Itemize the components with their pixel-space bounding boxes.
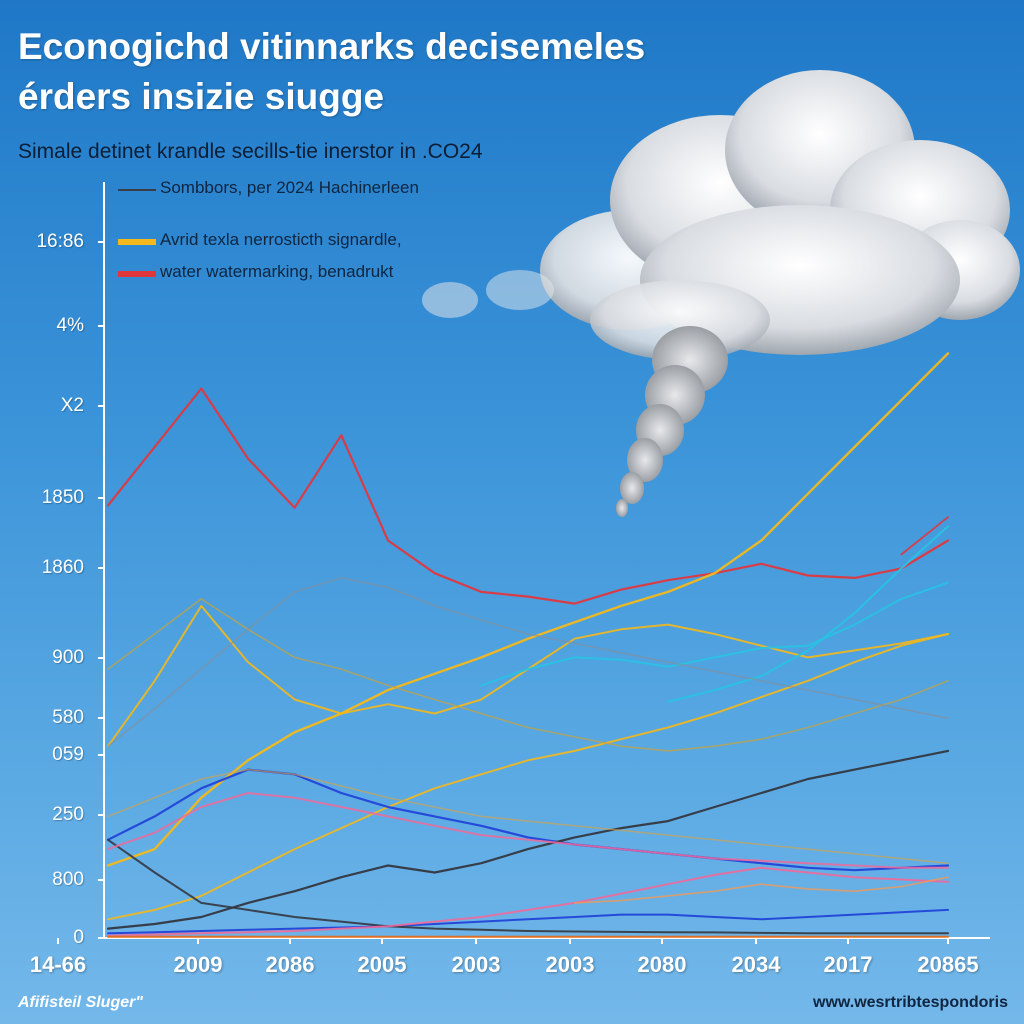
x-tick-label: 2003 <box>451 952 501 977</box>
series-line-16 <box>107 768 949 864</box>
series-layer <box>106 352 950 938</box>
series-line-13 <box>107 792 949 869</box>
y-tick-label: 580 <box>52 707 84 728</box>
series-line-6 <box>667 525 949 703</box>
series-line-2 <box>900 516 949 556</box>
series-line-3 <box>106 352 950 867</box>
legend-swatch <box>118 189 156 191</box>
legend-label: water watermarking, benadrukt <box>160 262 394 281</box>
y-tick-label: 250 <box>52 804 84 825</box>
x-tick-label: 14-66 <box>29 952 87 977</box>
y-tick-label: 1850 <box>41 487 84 508</box>
legend-label: Avrid texla nerrosticth signardle, <box>160 230 402 249</box>
series-line-9 <box>107 908 949 935</box>
x-tick-label: 2017 <box>823 952 873 977</box>
x-tick-label: 20865 <box>917 952 979 977</box>
series-line-10 <box>106 749 950 930</box>
series-line-17 <box>573 876 949 904</box>
legend-swatch <box>118 271 156 277</box>
legend-label: Sombbors, per 2024 Hachinerleen <box>160 178 419 197</box>
x-tick-label: 2003 <box>545 952 595 977</box>
series-line-12 <box>107 866 949 937</box>
series-line-1 <box>106 387 950 605</box>
chart-title: Econogichd vitinnarks decisemeles érders… <box>18 22 645 122</box>
axes <box>100 182 990 939</box>
title-line-1: Econogichd vitinnarks decisemeles <box>18 26 646 67</box>
x-tick-label: 2009 <box>173 952 223 977</box>
chart-subtitle: Simale detinet krandle secills-tie iners… <box>18 140 483 163</box>
y-tick-label: 800 <box>52 869 84 890</box>
y-tick-label: 4% <box>56 315 84 336</box>
y-tick-label: 0 <box>73 927 84 948</box>
series-line-8 <box>106 768 950 872</box>
y-tick-label: X2 <box>60 395 84 416</box>
y-tick-label: 059 <box>52 744 84 765</box>
title-line-2: érders insizie siugge <box>18 76 385 117</box>
y-tick-label: 16:86 <box>36 231 84 252</box>
y-tick-label: 1860 <box>41 557 84 578</box>
series-line-5 <box>107 633 949 921</box>
axis-ticks <box>57 241 949 944</box>
x-tick-label: 2086 <box>265 952 315 977</box>
legend-swatch <box>118 239 156 245</box>
x-tick-label: 2005 <box>357 952 407 977</box>
series-line-15 <box>107 577 949 747</box>
y-tick-label: 900 <box>52 647 84 668</box>
x-tick-label: 2034 <box>731 952 781 977</box>
footer-url[interactable]: www.wesrtribtespondoris <box>813 994 1008 1011</box>
series-line-7 <box>480 581 949 687</box>
series-line-11 <box>107 838 949 935</box>
cloud-illustration <box>422 70 1020 517</box>
footer-credit: Afifisteil Sluger" <box>18 994 143 1011</box>
x-tick-label: 2080 <box>637 952 687 977</box>
